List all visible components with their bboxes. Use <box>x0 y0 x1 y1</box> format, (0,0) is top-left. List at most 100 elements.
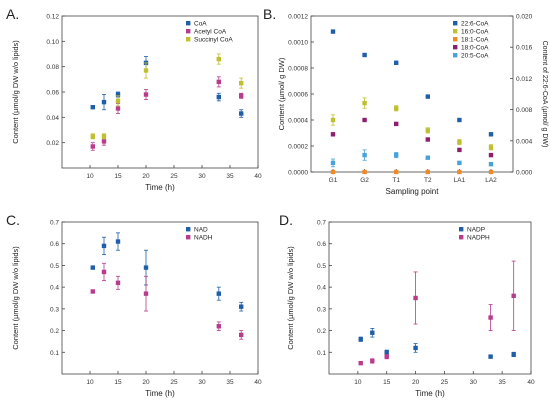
data-point <box>101 269 107 275</box>
data-point <box>101 243 107 249</box>
data-point <box>143 92 149 97</box>
data-point <box>394 121 399 127</box>
data-point <box>143 291 149 296</box>
data-point <box>488 169 494 175</box>
data-point <box>239 304 244 309</box>
data-point <box>90 289 95 294</box>
data-point <box>425 169 430 175</box>
data-point <box>143 265 149 270</box>
x-axis-label: Time (h) <box>145 183 175 192</box>
y-tick-label: 0.3 <box>50 306 59 313</box>
y-right-tick-label: 0.012 <box>516 76 533 83</box>
x-tick-label: 10 <box>86 173 94 180</box>
legend-marker <box>186 37 191 42</box>
y-tick-label: 0.12 <box>46 14 59 21</box>
y-tick-label: 0.0000 <box>288 170 308 177</box>
data-point <box>115 92 121 97</box>
y-tick-label: 0.0006 <box>288 92 308 99</box>
data-point <box>394 169 399 175</box>
data-point <box>115 239 121 244</box>
x-tick-label: 35 <box>499 379 507 386</box>
x-tick-label: 30 <box>470 379 478 386</box>
panel-d: D. 0.1 0.2 0.3 0.4 0.5 0.6 0.7 10 15 20 25 30 35 40 Ti… <box>275 206 550 412</box>
x-axis-label: Time (h) <box>415 389 445 398</box>
y-right-axis-label: Content of 22:6-CoA (µmol/ g DW) <box>541 41 548 148</box>
x-tick-label: T2 <box>424 177 432 184</box>
data-point <box>425 128 430 133</box>
legend-marker <box>453 53 458 58</box>
y-tick-label: 0.10 <box>46 39 59 46</box>
data-point <box>216 291 221 296</box>
legend-marker <box>453 45 458 50</box>
y-tick-label: 0.08 <box>46 64 59 71</box>
data-point <box>362 117 367 123</box>
data-point <box>330 132 336 137</box>
panel-a: A. 0.02 0.04 0.06 0.08 0.10 0.12 10 15 20 25 30 35 4… <box>0 0 275 206</box>
y-tick-label: 0.0002 <box>288 144 308 151</box>
legend-marker <box>453 21 458 26</box>
x-tick-label: 10 <box>86 379 94 386</box>
x-axis-label: Sampling point <box>386 187 440 196</box>
x-tick-label: 40 <box>254 173 262 180</box>
legend-marker <box>459 235 464 240</box>
legend-label: 16:0-CoA <box>461 29 489 36</box>
data-point <box>457 147 462 153</box>
data-point <box>362 52 367 58</box>
data-point <box>239 80 244 86</box>
data-point <box>330 29 336 34</box>
y-axis-label: Content (µmol/g DW w/o lipids) <box>11 246 20 350</box>
data-point <box>362 152 367 158</box>
y-tick-label: 0.0010 <box>288 40 308 47</box>
data-point <box>413 345 418 351</box>
data-point <box>330 117 336 123</box>
legend-label: NADPH <box>467 235 490 242</box>
x-tick-label: 20 <box>412 379 420 386</box>
legend-marker <box>453 29 458 34</box>
y-right-tick-label: 0.008 <box>516 107 533 114</box>
data-point <box>384 350 389 355</box>
panel-a-chart: 0.02 0.04 0.06 0.08 0.10 0.12 10 15 20 25 30 35 40 Ti… <box>11 14 262 193</box>
data-point <box>239 93 244 98</box>
data-point <box>457 160 462 166</box>
data-point <box>457 139 462 145</box>
data-point <box>101 99 107 105</box>
x-tick-label: 35 <box>226 379 234 386</box>
data-point <box>330 169 336 175</box>
panel-b-letter: B. <box>263 6 277 22</box>
data-point <box>488 315 493 320</box>
data-point <box>90 134 95 139</box>
data-point <box>425 137 430 142</box>
y-axis-label: Content (µmol/g DW w/o lipids) <box>286 246 295 350</box>
y-tick-label: 0.2 <box>50 328 59 335</box>
panel-d-chart: 0.1 0.2 0.3 0.4 0.5 0.6 0.7 10 15 20 25 30 35 40 Time … <box>286 220 535 399</box>
data-point <box>394 152 399 158</box>
y-right-tick-label: 0.000 <box>516 170 533 177</box>
legend-marker <box>453 37 458 42</box>
data-point <box>90 265 95 270</box>
x-tick-label: 25 <box>441 379 449 386</box>
legend-label: CoA <box>194 21 207 28</box>
x-tick-label: 40 <box>527 379 535 386</box>
data-point <box>239 111 244 116</box>
data-point <box>362 169 367 175</box>
x-tick-label: G2 <box>360 177 369 184</box>
x-tick-label: 20 <box>142 173 150 180</box>
y-axis-label: Content (µmol/g DW w/o lipids) <box>11 40 20 144</box>
x-tick-label: LA2 <box>485 177 497 184</box>
legend-label: Succinyl CoA <box>194 37 233 44</box>
data-point <box>370 330 375 335</box>
y-tick-label: 0.02 <box>46 140 59 147</box>
data-point <box>115 106 121 111</box>
data-point <box>488 354 493 359</box>
legend-marker <box>186 235 191 240</box>
legend-marker <box>459 227 464 232</box>
data-point <box>90 144 95 149</box>
data-point <box>511 352 516 357</box>
data-point <box>216 79 221 85</box>
y-axis-label: Content (µmol/ g DW) <box>277 57 286 130</box>
data-point <box>488 152 494 158</box>
y-tick-label: 0.1 <box>317 350 326 357</box>
data-point <box>101 139 107 144</box>
data-point <box>370 358 375 364</box>
